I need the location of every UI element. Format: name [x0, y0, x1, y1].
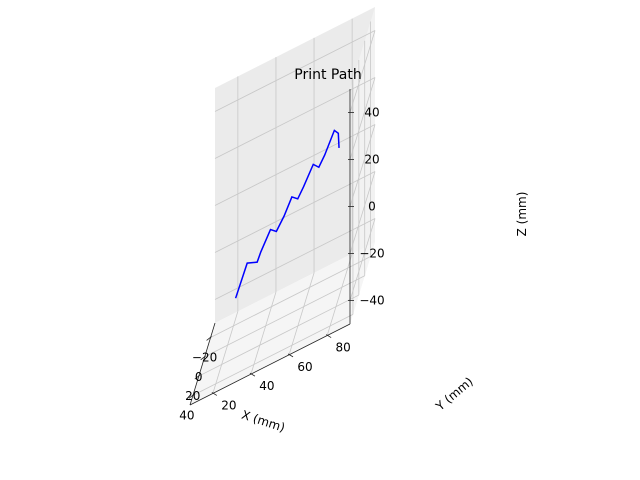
pane-floor [190, 242, 375, 405]
grid-z-left [214, 171, 376, 253]
x-tick-label: −20 [192, 350, 217, 364]
grid-z-back [349, 218, 376, 301]
z-tick-label: 40 [364, 106, 379, 120]
y-tick-label: 20 [221, 398, 236, 412]
grid-y-floor [250, 292, 277, 375]
x-tick [188, 394, 195, 399]
grid-x-floor [204, 275, 365, 358]
grid-x-floor [198, 294, 360, 377]
y-axis-line [189, 323, 351, 406]
z-tick-label: 0 [368, 200, 376, 214]
x-tick [206, 336, 212, 341]
y-tick [287, 353, 294, 358]
print-path-line [234, 129, 340, 299]
grid-z-left [214, 218, 376, 300]
z-tick-label: −40 [359, 294, 384, 308]
grid-x-floor [192, 313, 354, 396]
grid-z-back [349, 171, 376, 254]
y-tick-label: 80 [336, 341, 351, 355]
x-tick-label: 20 [185, 389, 200, 403]
z-tick-label: 20 [364, 153, 379, 167]
y-tick [249, 372, 256, 377]
chart-title: Print Path [294, 67, 361, 83]
x-tick-label: 40 [179, 408, 194, 422]
x-tick [200, 355, 206, 361]
y-tick-label: 60 [297, 360, 312, 374]
z-axis-label: Z (mm) [515, 192, 529, 237]
y-tick [211, 392, 218, 396]
y-tick-label: 40 [259, 379, 274, 393]
grid-z-left [214, 77, 376, 159]
grid-y-floor [326, 253, 353, 336]
grid-y-floor [288, 272, 315, 355]
grid-y-floor [212, 311, 239, 394]
tick-labels: −20 0 20 40 20 40 60 80 −40 −20 0 20 40 [179, 106, 384, 423]
grid-x-floor [210, 256, 371, 338]
grid-z-back [349, 30, 376, 113]
y-axis-label: Y (mm) [432, 374, 475, 414]
x-axis-label: X (mm) [240, 408, 287, 435]
x-tick [194, 374, 201, 380]
grid-lines [192, 18, 376, 396]
tick-marks [188, 112, 354, 399]
grid-z-back [349, 77, 376, 160]
series-layer [234, 129, 340, 299]
x-tick-label: 0 [195, 370, 203, 384]
grid-z-left [214, 124, 376, 206]
grid-z-left [214, 30, 376, 112]
y-tick [325, 334, 332, 338]
z-tick-label: −20 [359, 247, 384, 261]
grid-z-back [349, 124, 376, 207]
